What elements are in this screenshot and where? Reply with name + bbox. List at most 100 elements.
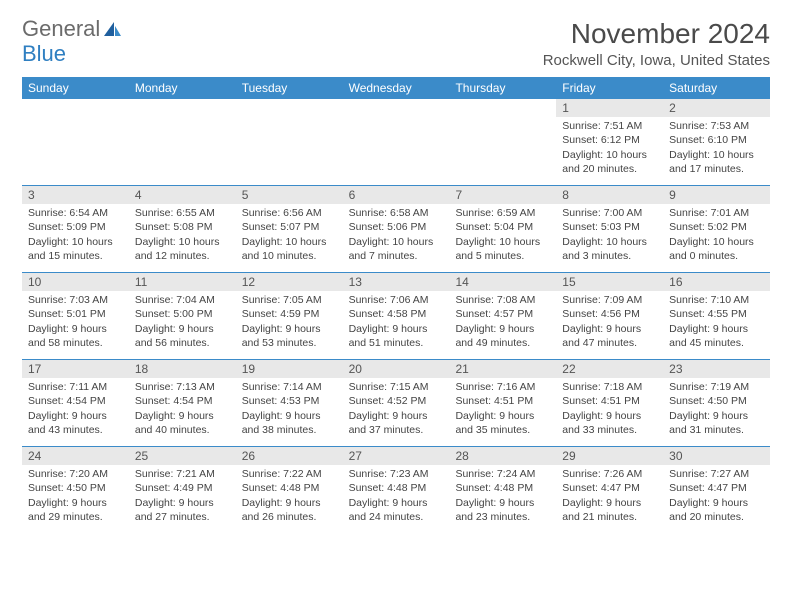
daylight-text: and 56 minutes. [135,336,230,350]
month-title: November 2024 [543,18,770,50]
daylight-text: Daylight: 9 hours [135,322,230,336]
day-content: Sunrise: 7:53 AMSunset: 6:10 PMDaylight:… [663,117,770,180]
daylight-text: Daylight: 10 hours [28,235,123,249]
day-content: Sunrise: 7:22 AMSunset: 4:48 PMDaylight:… [236,465,343,528]
daylight-text: and 31 minutes. [669,423,764,437]
sunset-text: Sunset: 6:12 PM [562,133,657,147]
location: Rockwell City, Iowa, United States [543,52,770,69]
daylight-text: and 37 minutes. [349,423,444,437]
daylight-text: Daylight: 9 hours [135,496,230,510]
sunrise-text: Sunrise: 7:23 AM [349,467,444,481]
day-cell: 23Sunrise: 7:19 AMSunset: 4:50 PMDayligh… [663,360,770,446]
daylight-text: and 23 minutes. [455,510,550,524]
day-content: Sunrise: 7:15 AMSunset: 4:52 PMDaylight:… [343,378,450,441]
day-cell: 29Sunrise: 7:26 AMSunset: 4:47 PMDayligh… [556,447,663,533]
sunset-text: Sunset: 4:54 PM [135,394,230,408]
day-number: 18 [129,360,236,378]
day-cell: 19Sunrise: 7:14 AMSunset: 4:53 PMDayligh… [236,360,343,446]
sunset-text: Sunset: 4:55 PM [669,307,764,321]
day-content: Sunrise: 7:14 AMSunset: 4:53 PMDaylight:… [236,378,343,441]
sunset-text: Sunset: 4:50 PM [28,481,123,495]
daylight-text: and 43 minutes. [28,423,123,437]
sunrise-text: Sunrise: 7:27 AM [669,467,764,481]
day-content: Sunrise: 7:19 AMSunset: 4:50 PMDaylight:… [663,378,770,441]
sunrise-text: Sunrise: 7:16 AM [455,380,550,394]
day-cell: 26Sunrise: 7:22 AMSunset: 4:48 PMDayligh… [236,447,343,533]
daylight-text: Daylight: 9 hours [669,322,764,336]
day-content: Sunrise: 7:04 AMSunset: 5:00 PMDaylight:… [129,291,236,354]
day-number: 16 [663,273,770,291]
daylight-text: and 51 minutes. [349,336,444,350]
daylight-text: Daylight: 10 hours [242,235,337,249]
daylight-text: Daylight: 9 hours [242,322,337,336]
day-content: Sunrise: 7:01 AMSunset: 5:02 PMDaylight:… [663,204,770,267]
day-number: 29 [556,447,663,465]
day-cell: 20Sunrise: 7:15 AMSunset: 4:52 PMDayligh… [343,360,450,446]
day-cell: 10Sunrise: 7:03 AMSunset: 5:01 PMDayligh… [22,273,129,359]
daylight-text: Daylight: 9 hours [455,496,550,510]
daylight-text: and 21 minutes. [562,510,657,524]
daylight-text: Daylight: 10 hours [349,235,444,249]
day-cell [449,99,556,185]
sunset-text: Sunset: 5:07 PM [242,220,337,234]
day-number: 14 [449,273,556,291]
daylight-text: Daylight: 9 hours [349,496,444,510]
day-cell [343,99,450,185]
week-row: 17Sunrise: 7:11 AMSunset: 4:54 PMDayligh… [22,360,770,447]
weekday-tuesday: Tuesday [236,77,343,99]
day-cell: 28 Sunrise: 7:24 AMSunset: 4:48 PMDayligh… [449,447,556,533]
sunset-text: Sunset: 4:51 PM [455,394,550,408]
day-cell: 14Sunrise: 7:08 AMSunset: 4:57 PMDayligh… [449,273,556,359]
daylight-text: Daylight: 9 hours [28,322,123,336]
sunset-text: Sunset: 4:50 PM [669,394,764,408]
day-content: Sunrise: 7:09 AMSunset: 4:56 PMDaylight:… [556,291,663,354]
day-number: 21 [449,360,556,378]
daylight-text: Daylight: 9 hours [242,496,337,510]
sunrise-text: Sunrise: 7:21 AM [135,467,230,481]
day-content: Sunrise: 7:11 AMSunset: 4:54 PMDaylight:… [22,378,129,441]
weekday-wednesday: Wednesday [343,77,450,99]
logo-text-blue: Blue [22,41,66,66]
weekday-friday: Friday [556,77,663,99]
day-number: 17 [22,360,129,378]
day-number: 8 [556,186,663,204]
daylight-text: and 24 minutes. [349,510,444,524]
sunrise-text: Sunrise: 7:18 AM [562,380,657,394]
day-cell: 6Sunrise: 6:58 AMSunset: 5:06 PMDaylight… [343,186,450,272]
sunset-text: Sunset: 5:01 PM [28,307,123,321]
daylight-text: and 17 minutes. [669,162,764,176]
day-number: 28 [449,447,556,465]
sunrise-text: Sunrise: 7:03 AM [28,293,123,307]
sunset-text: Sunset: 5:03 PM [562,220,657,234]
sunset-text: Sunset: 5:08 PM [135,220,230,234]
weekday-monday: Monday [129,77,236,99]
daylight-text: and 29 minutes. [28,510,123,524]
day-cell [236,99,343,185]
day-cell: 15Sunrise: 7:09 AMSunset: 4:56 PMDayligh… [556,273,663,359]
daylight-text: and 53 minutes. [242,336,337,350]
day-number: 9 [663,186,770,204]
logo: General Blue [22,18,122,66]
daylight-text: and 47 minutes. [562,336,657,350]
sunset-text: Sunset: 4:49 PM [135,481,230,495]
sunrise-text: Sunrise: 7:05 AM [242,293,337,307]
day-cell: 27Sunrise: 7:23 AMSunset: 4:48 PMDayligh… [343,447,450,533]
sunset-text: Sunset: 4:48 PM [455,481,550,495]
daylight-text: and 58 minutes. [28,336,123,350]
day-content: Sunrise: 7:20 AMSunset: 4:50 PMDaylight:… [22,465,129,528]
daylight-text: Daylight: 9 hours [28,496,123,510]
day-cell [22,99,129,185]
day-number: 19 [236,360,343,378]
day-cell [129,99,236,185]
sunset-text: Sunset: 6:10 PM [669,133,764,147]
day-number: 11 [129,273,236,291]
week-row: 24Sunrise: 7:20 AMSunset: 4:50 PMDayligh… [22,447,770,533]
day-content: Sunrise: 6:55 AMSunset: 5:08 PMDaylight:… [129,204,236,267]
daylight-text: Daylight: 9 hours [669,409,764,423]
day-number: 2 [663,99,770,117]
sunset-text: Sunset: 4:52 PM [349,394,444,408]
daylight-text: Daylight: 10 hours [669,148,764,162]
sunset-text: Sunset: 5:04 PM [455,220,550,234]
sunrise-text: Sunrise: 7:24 AM [455,467,550,481]
daylight-text: Daylight: 9 hours [28,409,123,423]
